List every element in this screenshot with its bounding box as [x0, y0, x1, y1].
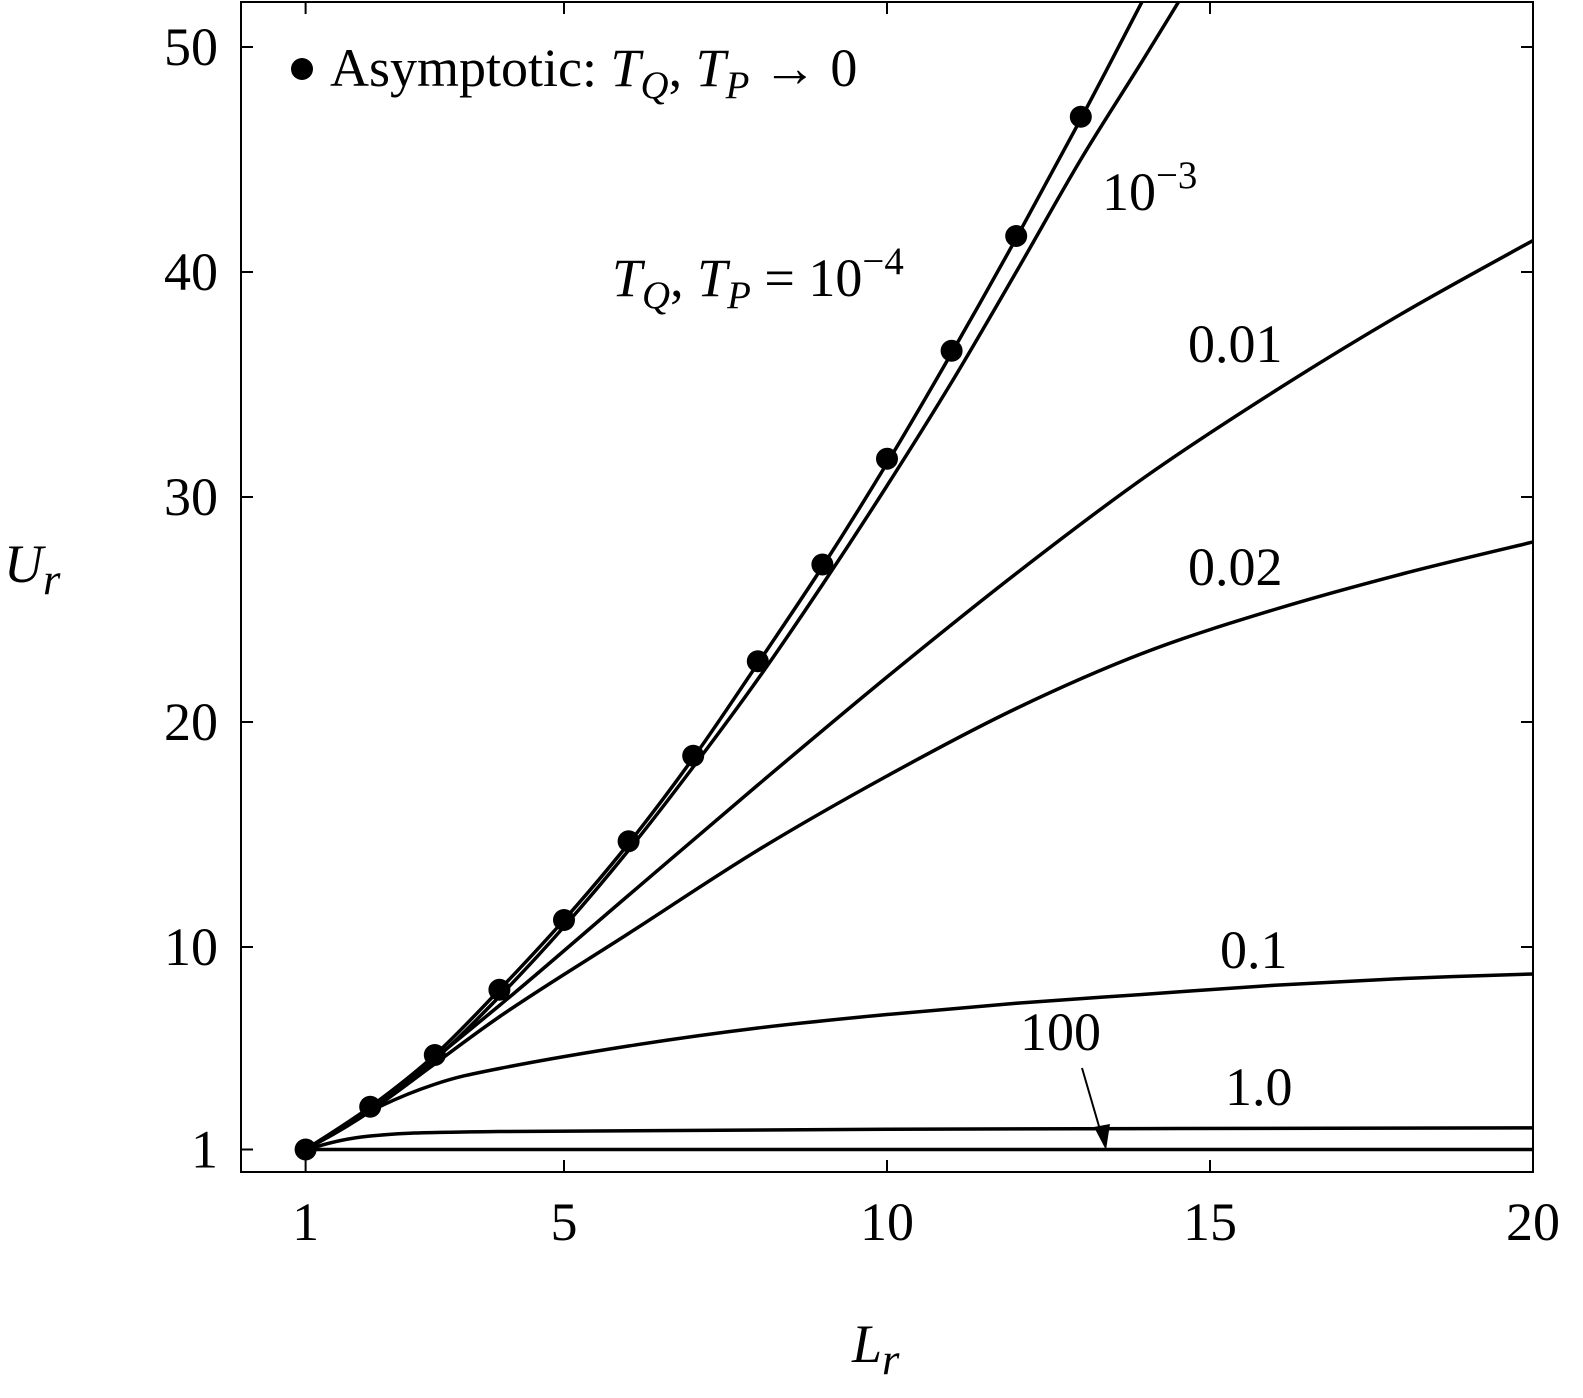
series-label: TQ, TP = 10−4	[612, 240, 904, 317]
y-tick-label: 40	[164, 242, 218, 302]
series-label-part: T	[697, 248, 731, 308]
y-axis-label-part: U	[4, 534, 46, 594]
series-label: 10−3	[1102, 154, 1197, 222]
series-label: 0.02	[1188, 537, 1283, 597]
series-label-part: = 10	[751, 248, 862, 308]
annotation-arrowhead	[1094, 1124, 1110, 1150]
series-label-part: −3	[1156, 154, 1197, 197]
x-tick-label: 15	[1183, 1192, 1237, 1252]
series-label-part: 1.0	[1225, 1057, 1293, 1117]
series-line	[304, 2, 1144, 1151]
series-label-part: 10	[1102, 162, 1156, 222]
legend-label-part: T	[696, 38, 730, 98]
legend-label: Asymptotic: TQ, TP → 0	[330, 38, 857, 107]
series-line	[304, 2, 1181, 1151]
x-axis-label-part: r	[882, 1334, 900, 1384]
y-tick-label: 30	[164, 467, 218, 527]
series-label-part: 0.1	[1220, 920, 1288, 980]
legend-label-part: Q	[641, 64, 669, 107]
y-axis-label-part: r	[43, 554, 61, 604]
y-tick-label: 1	[191, 1120, 218, 1180]
series-line	[304, 238, 1533, 1151]
legend-label-part: P	[725, 64, 750, 107]
x-axis-label: Lr	[851, 1314, 900, 1384]
y-tick-label: 50	[164, 17, 218, 77]
x-tick-label: 20	[1506, 1192, 1560, 1252]
y-tick-label: 10	[164, 917, 218, 977]
series-label: 100	[1020, 1002, 1101, 1062]
series-label-part: P	[726, 274, 751, 317]
series-line	[304, 972, 1533, 1152]
series-line	[304, 540, 1533, 1152]
legend-label-part: ,	[669, 38, 696, 98]
plot-area	[294, 2, 1533, 1161]
series-label-part: −4	[862, 240, 903, 283]
x-tick-label: 10	[860, 1192, 914, 1252]
series-line	[305, 1126, 1533, 1152]
series-label: 0.1	[1220, 920, 1288, 980]
y-tick-label: 20	[164, 692, 218, 752]
series-label: 1.0	[1225, 1057, 1293, 1117]
legend-label-part: T	[611, 38, 645, 98]
series-label-part: 100	[1020, 1002, 1101, 1062]
x-tick-label: 1	[292, 1192, 319, 1252]
series-label-part: Q	[642, 274, 670, 317]
series-label-part: 0.02	[1188, 537, 1283, 597]
series-label-part: T	[612, 248, 646, 308]
legend-label-part: → 0	[749, 38, 857, 98]
x-tick-label: 5	[551, 1192, 578, 1252]
legend-label-part: Asymptotic:	[330, 38, 611, 98]
series-label-part: 0.01	[1188, 314, 1283, 374]
y-axis-label: Ur	[4, 534, 61, 604]
plot-frame	[240, 1, 1534, 1173]
series-label: 0.01	[1188, 314, 1283, 374]
x-axis-label-part: L	[851, 1314, 882, 1374]
legend-marker	[291, 58, 313, 80]
series-label-part: ,	[670, 248, 697, 308]
